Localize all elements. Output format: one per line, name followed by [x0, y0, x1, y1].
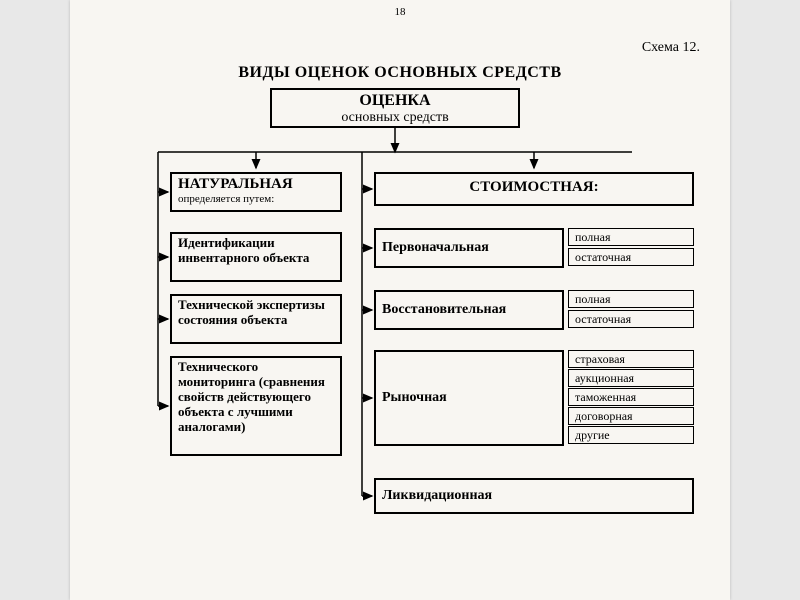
right-row-2-sub-4: другие [568, 426, 694, 444]
right-row-2-sub-3: договорная [568, 407, 694, 425]
right-row-2-sub-1: аукционная [568, 369, 694, 387]
right-row-0-label: Первоначальная [374, 228, 564, 268]
right-row-0-sub-1: остаточная [568, 248, 694, 266]
right-row-0-sub-0: полная [568, 228, 694, 246]
right-row-2-sub-2: таможенная [568, 388, 694, 406]
left-item-0: Идентификации инвентарного объекта [170, 232, 342, 282]
page: 18 Схема 12. ВИДЫ ОЦЕНОК ОСНОВНЫХ СРЕДСТ… [0, 0, 800, 600]
right-row-3-label: Ликвидационная [374, 478, 694, 514]
right-row-1-label: Восстановительная [374, 290, 564, 330]
root-line2: основных средств [278, 110, 512, 126]
diagram-title: ВИДЫ ОЦЕНОК ОСНОВНЫХ СРЕДСТВ [70, 64, 730, 82]
sheet: 18 Схема 12. ВИДЫ ОЦЕНОК ОСНОВНЫХ СРЕДСТ… [70, 0, 730, 600]
left-item-2: Технического мониторинга (сравнения свой… [170, 356, 342, 456]
page-number: 18 [70, 6, 730, 18]
left-item-1: Технической экспертизы состояния объекта [170, 294, 342, 344]
right-row-2-sub-0: страховая [568, 350, 694, 368]
right-row-1-sub-0: полная [568, 290, 694, 308]
left-header: НАТУРАЛЬНАЯ определяется путем: [170, 172, 342, 212]
root-box: ОЦЕНКА основных средств [270, 88, 520, 128]
root-line1: ОЦЕНКА [278, 92, 512, 110]
right-header: СТОИМОСТНАЯ: [374, 172, 694, 206]
right-row-2-label: Рыночная [374, 350, 564, 446]
left-header-line2: определяется путем: [178, 193, 334, 206]
left-header-line1: НАТУРАЛЬНАЯ [178, 176, 334, 193]
right-row-1-sub-1: остаточная [568, 310, 694, 328]
scheme-label: Схема 12. [642, 40, 700, 56]
